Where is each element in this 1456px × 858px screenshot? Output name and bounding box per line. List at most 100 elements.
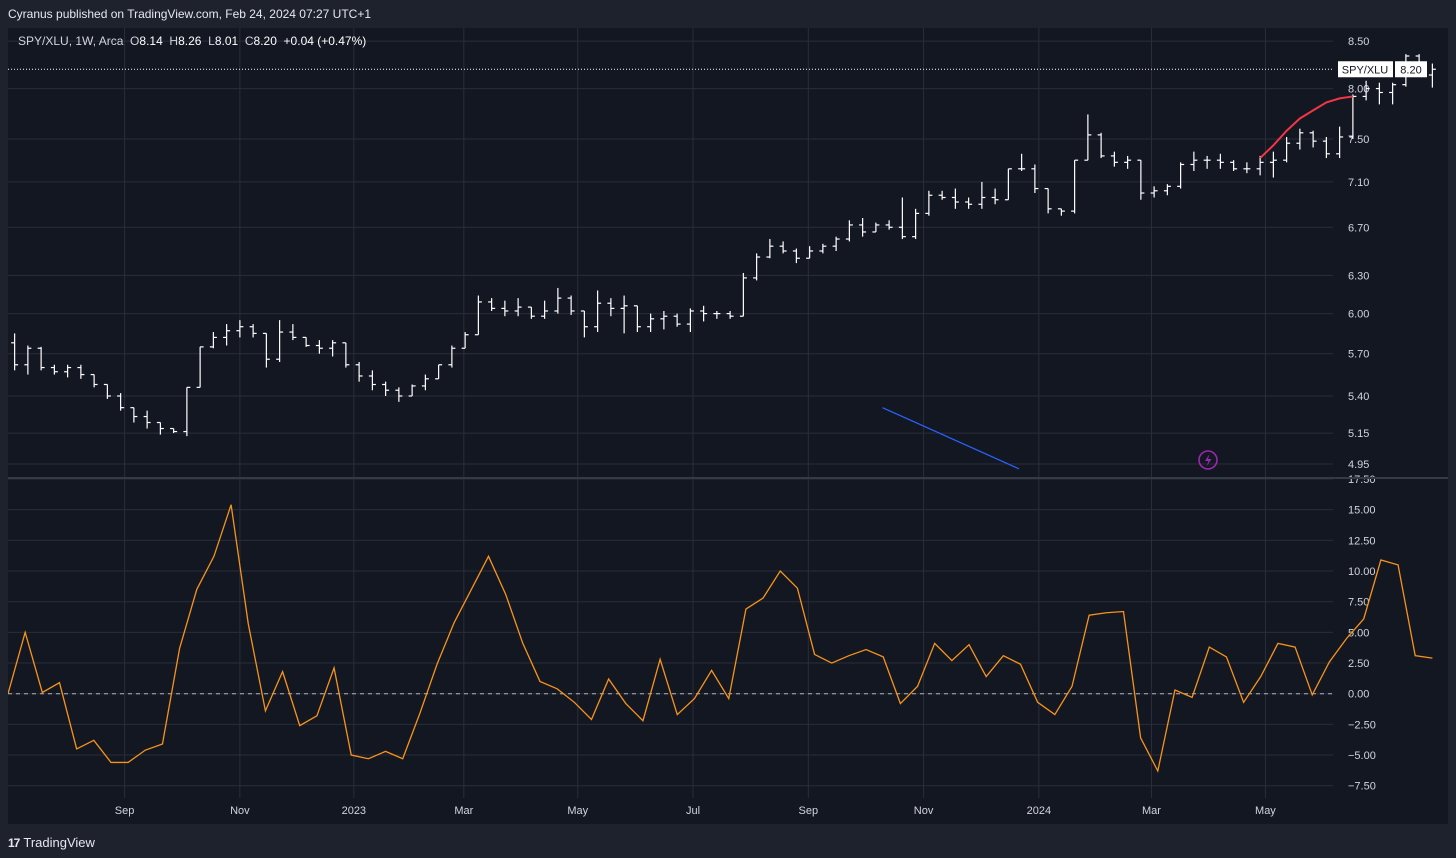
price-axis-label: 6.00 bbox=[1348, 309, 1369, 321]
ohlc-bar bbox=[368, 370, 376, 391]
ohlc-bar bbox=[342, 342, 350, 368]
ohlc-bar bbox=[50, 364, 58, 375]
oscillator-axis-label: 0.00 bbox=[1348, 689, 1369, 701]
ohlc-bar bbox=[779, 241, 787, 254]
time-axis-label: Nov bbox=[230, 805, 250, 817]
legend-open-label: O bbox=[130, 34, 140, 48]
ohlc-bar bbox=[103, 383, 111, 399]
ohlc-bar bbox=[978, 181, 986, 209]
ohlc-bar bbox=[1230, 160, 1238, 171]
time-axis-label: Mar bbox=[454, 805, 473, 817]
ohlc-bar bbox=[183, 386, 191, 437]
time-axis-label: Mar bbox=[1142, 805, 1161, 817]
time-axis-label: May bbox=[567, 805, 588, 817]
ohlc-bar bbox=[315, 340, 323, 354]
ohlc-bar bbox=[209, 332, 217, 349]
ohlc-bar bbox=[64, 364, 72, 378]
ohlc-bar bbox=[1097, 132, 1105, 159]
price-axis-label: 5.70 bbox=[1348, 349, 1369, 361]
legend-high-label: H bbox=[169, 34, 179, 48]
ohlc-bar bbox=[37, 346, 45, 371]
price-tag-symbol: SPY/XLU bbox=[1342, 64, 1389, 76]
legend-symbol[interactable]: SPY/XLU, 1W, Arca bbox=[18, 34, 124, 48]
chart-svg[interactable]: Sep Nov 2023 Mar May Jul Sep Nov 2024 Mar May 8.50 8… bbox=[8, 28, 1448, 824]
ohlc-bar bbox=[170, 427, 178, 434]
ohlc-bar bbox=[262, 332, 270, 368]
ohlc-bar bbox=[965, 197, 973, 209]
ohlc-bar bbox=[408, 384, 416, 397]
legend-change: +0.04 (+0.47%) bbox=[283, 34, 367, 48]
ohlc-bar bbox=[713, 310, 721, 319]
price-axis-label: 8.00 bbox=[1348, 84, 1369, 96]
ohlc-bar bbox=[885, 220, 893, 230]
symbol-legend: SPY/XLU, 1W, Arca O8.14 H8.26 L8.01 C8.2… bbox=[18, 34, 366, 48]
oscillator-axis-label: 7.50 bbox=[1348, 597, 1369, 609]
ohlc-bar bbox=[792, 248, 800, 264]
ohlc-bar bbox=[236, 320, 244, 338]
ohlc-bar bbox=[1309, 130, 1317, 148]
ohlc-bar bbox=[1336, 126, 1344, 159]
ohlc-bar bbox=[1216, 153, 1224, 169]
ohlc-bar bbox=[541, 300, 549, 319]
ohlc-bar bbox=[594, 290, 602, 333]
ohlc-bar bbox=[1150, 186, 1158, 198]
brand-name: TradingView bbox=[23, 835, 95, 850]
ohlc-bar bbox=[554, 287, 562, 314]
legend-low-value: 8.01 bbox=[214, 34, 239, 48]
oscillator-axis-label: 12.50 bbox=[1348, 535, 1376, 547]
ohlc-bar bbox=[223, 324, 231, 346]
ohlc-bar bbox=[501, 300, 509, 317]
ohlc-bar bbox=[1283, 136, 1291, 163]
lightning-bolt-icon bbox=[1205, 454, 1212, 467]
ohlc-bar bbox=[1349, 94, 1357, 140]
price-axis-label: 7.50 bbox=[1348, 134, 1369, 146]
ohlc-bar bbox=[90, 373, 98, 388]
price-axis-label: 5.40 bbox=[1348, 391, 1369, 403]
ohlc-bar bbox=[1044, 187, 1052, 214]
ohlc-bar bbox=[806, 246, 814, 259]
ohlc-bar bbox=[938, 190, 946, 200]
time-axis-label: Sep bbox=[799, 805, 819, 817]
time-axis-label: Jul bbox=[686, 805, 700, 817]
ohlc-bar bbox=[633, 305, 641, 333]
ohlc-bar bbox=[117, 393, 125, 411]
trend-line bbox=[882, 407, 1020, 470]
ohlc-bar bbox=[196, 346, 204, 388]
ohlc-bar bbox=[382, 381, 390, 396]
ohlc-bar bbox=[1190, 151, 1198, 171]
ohlc-bar bbox=[1057, 208, 1065, 216]
ohlc-bar bbox=[845, 220, 853, 242]
ohlc-bar bbox=[1163, 184, 1171, 196]
ohlc-bar bbox=[832, 236, 840, 251]
ohlc-bar bbox=[1110, 151, 1118, 167]
ohlc-bar bbox=[329, 340, 337, 357]
ohlc-bar bbox=[1137, 159, 1145, 200]
ohlc-bar bbox=[673, 313, 681, 327]
price-axis-label: 6.30 bbox=[1348, 270, 1369, 282]
ohlc-bar bbox=[647, 313, 655, 333]
ohlc-bar bbox=[912, 208, 920, 240]
oscillator-axis-label: −5.00 bbox=[1348, 750, 1376, 762]
price-axis-label: 6.70 bbox=[1348, 222, 1369, 234]
ohlc-bar bbox=[527, 306, 535, 319]
price-tag-symbol-box bbox=[1338, 61, 1393, 78]
ohlc-bar bbox=[1031, 164, 1039, 194]
ohlc-bar bbox=[1362, 80, 1370, 101]
oscillator-axis-label: 17.50 bbox=[1348, 474, 1376, 486]
ohlc-bar bbox=[1203, 155, 1211, 169]
ohlc-bar bbox=[1243, 162, 1251, 174]
chart-area[interactable]: Sep Nov 2023 Mar May Jul Sep Nov 2024 Mar May 8.50 8… bbox=[8, 28, 1448, 824]
ohlc-bar bbox=[130, 407, 138, 423]
time-axis-label: May bbox=[1255, 805, 1276, 817]
ohlc-bar bbox=[726, 310, 734, 319]
ohlc-bar bbox=[249, 324, 257, 338]
ohlc-bar bbox=[421, 374, 429, 391]
ohlc-bar bbox=[1375, 82, 1383, 105]
ohlc-bar bbox=[24, 345, 32, 375]
moving-average-line bbox=[1259, 95, 1354, 159]
time-axis-label: 2023 bbox=[342, 805, 366, 817]
oscillator-axis-label: 2.50 bbox=[1348, 658, 1369, 670]
legend-open-value: 8.14 bbox=[139, 34, 163, 48]
oscillator-axis-label: −2.50 bbox=[1348, 719, 1376, 731]
price-tag-value: 8.20 bbox=[1400, 64, 1421, 76]
